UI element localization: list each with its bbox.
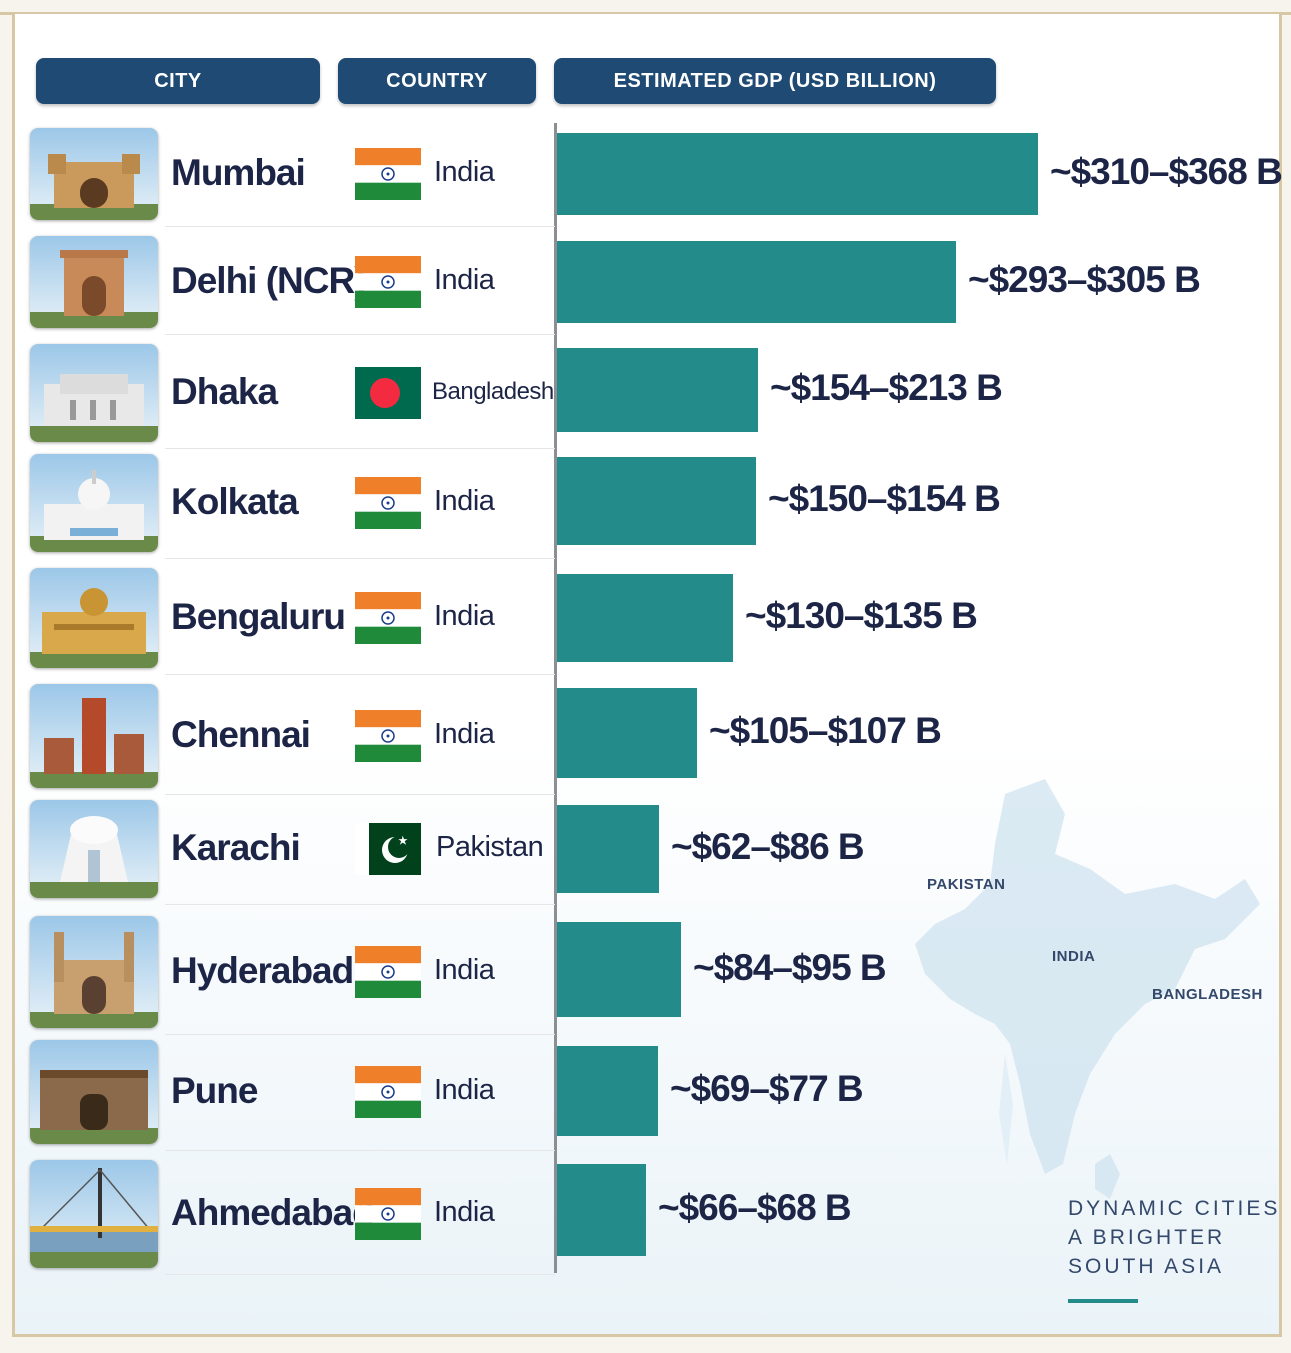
header-country: COUNTRY [338,58,536,104]
india-flag-icon [355,1188,421,1240]
gdp-label: ~$154–$213 B [770,367,1003,408]
india-flag-icon [355,256,421,308]
charminar-icon [30,916,158,1028]
country-name: Pakistan [436,831,544,863]
bangladesh-flag-icon [355,367,421,419]
map-label-india: INDIA [1052,948,1096,965]
tagline-line-2: A BRIGHTER [1068,1226,1226,1249]
gdp-bar [557,688,697,778]
city-name: Dhaka [171,371,278,412]
row-divider [165,448,555,449]
gdp-label: ~$130–$135 B [745,595,978,636]
gdp-label: ~$66–$68 B [658,1187,852,1228]
row-divider [165,334,555,335]
shaniwar-wada-icon [30,1040,158,1144]
city-name: Hyderabad [171,950,354,991]
gdp-bar [557,1164,646,1256]
india-flag-icon [355,710,421,762]
country-name: India [434,718,495,750]
row-divider [165,558,555,559]
country-name: India [434,600,495,632]
india-flag-icon [355,477,421,529]
gdp-label: ~$84–$95 B [693,946,887,988]
header-city: CITY [36,58,320,104]
tagline-line-3: SOUTH ASIA [1068,1255,1225,1278]
row-divider [165,1150,555,1151]
city-name: Kolkata [171,481,299,522]
country-name: India [434,954,495,986]
city-name: Bengaluru [171,596,346,637]
gdp-bar [557,805,659,893]
gdp-bar [557,457,756,545]
country-name: India [434,156,495,188]
city-name: Chennai [171,714,311,755]
mazar-e-quaid-icon [30,800,158,898]
south-asia-map [915,779,1260,1199]
city-name: Pune [171,1070,258,1111]
city-name: Ahmedabad [171,1192,375,1233]
row-divider [165,1274,555,1275]
gdp-bar [557,133,1038,215]
row-divider [165,226,555,227]
gdp-bar [557,922,681,1017]
row-divider [165,904,555,905]
map-label-pakistan: PAKISTAN [927,876,1006,893]
gdp-label: ~$150–$154 B [768,478,1001,519]
country-name: India [434,485,495,517]
gdp-bar [557,1046,658,1136]
gdp-label: ~$310–$368 B [1050,151,1283,192]
tagline-rule [1068,1299,1138,1303]
victoria-memorial-icon [30,454,158,552]
tagline-line-1: DYNAMIC CITIES [1068,1197,1281,1220]
country-name: Bangladesh [432,378,554,405]
gdp-bar [557,241,956,323]
temple-tower-icon [30,684,158,788]
header-gdp: ESTIMATED GDP (USD BILLION) [554,58,996,104]
gdp-label: ~$105–$107 B [709,710,942,751]
city-name: Karachi [171,827,301,868]
city-name: Mumbai [171,152,306,193]
city-name: Delhi (NCR) [171,260,367,301]
gdp-bar [557,348,758,432]
india-flag-icon [355,148,421,200]
gdp-bar [557,574,733,662]
vidhana-soudha-icon [30,568,158,668]
map-label-bangladesh: BANGLADESH [1152,986,1263,1003]
india-flag-icon [355,1066,421,1118]
country-name: India [434,1196,495,1228]
pakistan-flag-icon [355,823,421,875]
gdp-label: ~$69–$77 B [670,1068,864,1109]
row-divider [165,794,555,795]
top-border [0,12,1291,15]
gateway-of-india-icon [30,128,158,220]
country-name: India [434,264,495,296]
chart-axis [554,123,557,1273]
row-divider [165,1034,555,1035]
country-name: India [434,1074,495,1106]
gdp-label: ~$293–$305 B [968,259,1201,300]
india-flag-icon [355,592,421,644]
india-flag-icon [355,946,421,998]
cable-bridge-icon [30,1160,158,1268]
gdp-label: ~$62–$86 B [671,826,865,867]
row-divider [165,674,555,675]
parliament-building-icon [30,344,158,442]
india-gate-icon [30,236,158,328]
